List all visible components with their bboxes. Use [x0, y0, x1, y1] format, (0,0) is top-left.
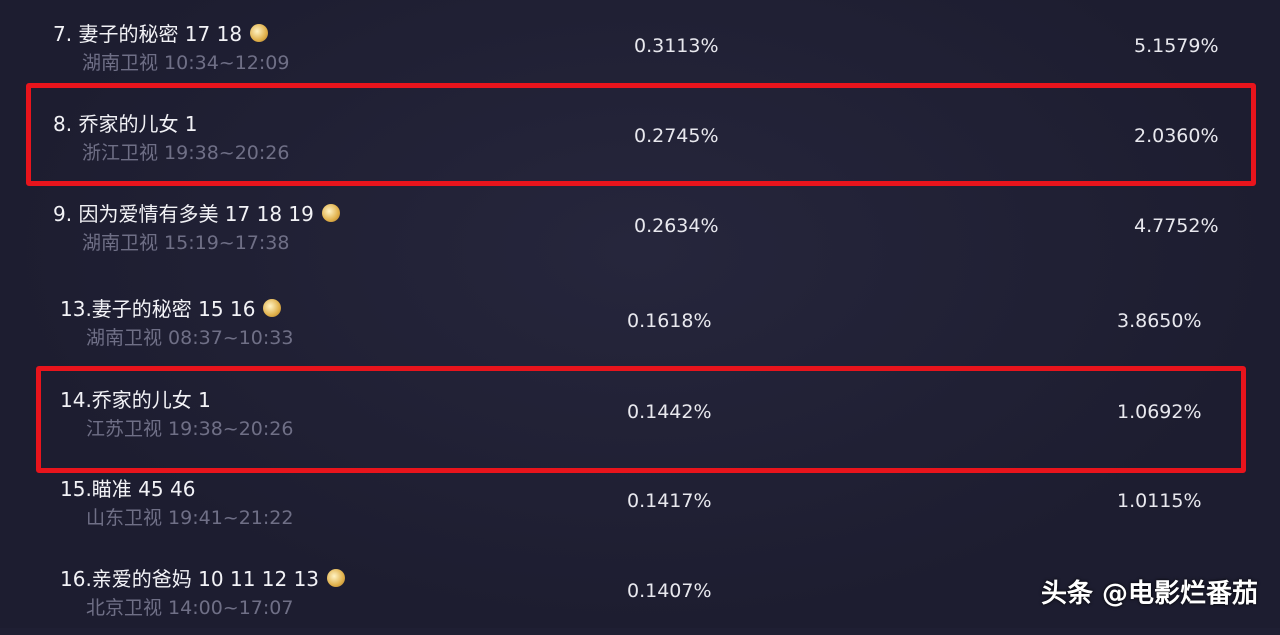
coin-icon: [321, 203, 340, 222]
ratings-row: 14.乔家的儿女 1 江苏卫视 19:38~20:26 0.1442% 1.06…: [0, 366, 1280, 456]
market-share: 5.1579%: [1134, 35, 1219, 57]
ratings-row: 7. 妻子的秘密 17 18 湖南卫视 10:34~12:09 0.3113% …: [0, 0, 1280, 90]
coin-icon: [327, 568, 346, 587]
program-title-line: 9. 因为爱情有多美 17 18 19: [53, 198, 340, 227]
channel-time: 浙江卫视 19:38~20:26: [82, 142, 290, 164]
program-title-line: 15.瞄准 45 46: [60, 473, 195, 502]
ratings-row: 16.亲爱的爸妈 10 11 12 13 北京卫视 14:00~17:07 0.…: [0, 545, 1280, 635]
market-share: 2.0360%: [1134, 125, 1219, 147]
channel-time: 湖南卫视 08:37~10:33: [86, 327, 294, 349]
rating-share: 0.3113%: [634, 35, 719, 57]
rating-share: 0.1407%: [627, 580, 712, 602]
rating-share: 0.1442%: [627, 401, 712, 423]
program-title-line: 7. 妻子的秘密 17 18: [53, 18, 269, 47]
channel-time: 湖南卫视 10:34~12:09: [82, 52, 290, 74]
rating-share: 0.1417%: [627, 490, 712, 512]
market-share: 3.8650%: [1117, 310, 1202, 332]
market-share: 1.0692%: [1117, 401, 1202, 423]
ratings-row: 9. 因为爱情有多美 17 18 19 湖南卫视 15:19~17:38 0.2…: [0, 180, 1280, 270]
rating-share: 0.2634%: [634, 215, 719, 237]
market-share: 4.7752%: [1134, 215, 1219, 237]
program-title-line: 14.乔家的儿女 1: [60, 384, 211, 413]
program-title: 15.瞄准 45 46: [60, 477, 196, 501]
coin-icon: [263, 298, 282, 317]
coin-icon: [250, 23, 269, 42]
program-title: 16.亲爱的爸妈 10 11 12 13: [60, 567, 320, 591]
program-title: 7. 妻子的秘密 17 18: [53, 22, 243, 46]
rating-share: 0.2745%: [634, 125, 719, 147]
highlight-box-row-8: [26, 83, 1256, 186]
channel-time: 江苏卫视 19:38~20:26: [86, 418, 294, 440]
program-title: 14.乔家的儿女 1: [60, 388, 211, 412]
program-title-line: 8. 乔家的儿女 1: [53, 108, 198, 137]
ratings-row: 13.妻子的秘密 15 16 湖南卫视 08:37~10:33 0.1618% …: [0, 275, 1280, 365]
program-title-line: 16.亲爱的爸妈 10 11 12 13: [60, 563, 346, 592]
market-share: 1.0115%: [1117, 490, 1202, 512]
program-title: 13.妻子的秘密 15 16: [60, 297, 256, 321]
highlight-box-row-14: [36, 366, 1246, 473]
channel-time: 湖南卫视 15:19~17:38: [82, 232, 290, 254]
channel-time: 山东卫视 19:41~21:22: [86, 507, 294, 529]
rating-share: 0.1618%: [627, 310, 712, 332]
ratings-row: 15.瞄准 45 46 山东卫视 19:41~21:22 0.1417% 1.0…: [0, 455, 1280, 545]
program-title-line: 13.妻子的秘密 15 16: [60, 293, 282, 322]
watermark: 头条 @电影烂番茄: [1040, 579, 1258, 609]
channel-time: 北京卫视 14:00~17:07: [86, 597, 294, 619]
program-title: 8. 乔家的儿女 1: [53, 112, 198, 136]
ratings-row: 8. 乔家的儿女 1 浙江卫视 19:38~20:26 0.2745% 2.03…: [0, 90, 1280, 180]
program-title: 9. 因为爱情有多美 17 18 19: [53, 202, 314, 226]
